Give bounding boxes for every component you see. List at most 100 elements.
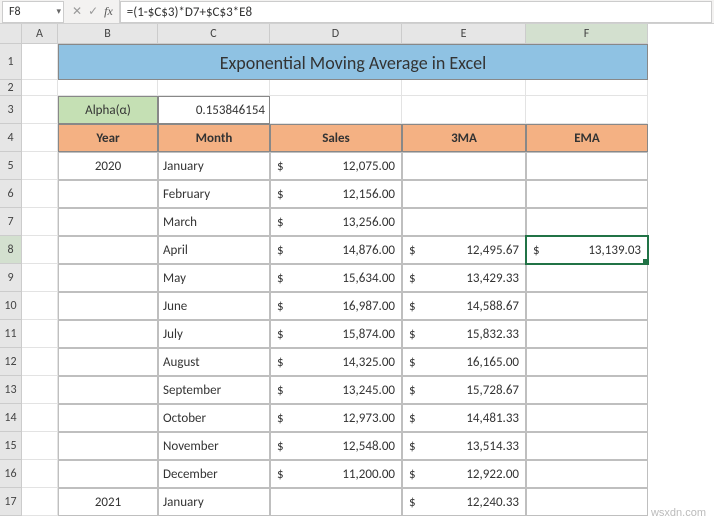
table-cell[interactable]: $13,139.03 [526, 236, 648, 264]
year-cell[interactable] [58, 432, 158, 460]
col-header-F[interactable]: F [526, 24, 648, 44]
col-header-D[interactable]: D [270, 24, 402, 44]
table-cell[interactable] [526, 180, 648, 208]
year-cell[interactable]: 2021 [58, 488, 158, 516]
year-cell[interactable] [58, 320, 158, 348]
table-cell[interactable]: $15,634.00 [270, 264, 402, 292]
row-header-8[interactable]: 8 [0, 236, 22, 264]
row-header-10[interactable]: 10 [0, 292, 22, 320]
table-cell[interactable]: $13,256.00 [270, 208, 402, 236]
table-cell[interactable]: $15,832.33 [402, 320, 526, 348]
year-cell[interactable] [58, 404, 158, 432]
cell-A16[interactable] [22, 460, 58, 488]
table-cell[interactable]: $12,075.00 [270, 152, 402, 180]
table-cell[interactable]: $12,240.33 [402, 488, 526, 516]
row-header-11[interactable]: 11 [0, 320, 22, 348]
table-header-ema[interactable]: EMA [526, 124, 648, 152]
name-box[interactable]: F8 ▾ [2, 1, 64, 23]
table-cell[interactable]: $14,588.67 [402, 292, 526, 320]
table-cell[interactable] [526, 376, 648, 404]
table-cell[interactable]: $12,156.00 [270, 180, 402, 208]
table-cell[interactable] [526, 292, 648, 320]
cell-A13[interactable] [22, 376, 58, 404]
empty-cell[interactable] [526, 96, 648, 124]
row-header-12[interactable]: 12 [0, 348, 22, 376]
row-header-17[interactable]: 17 [0, 488, 22, 516]
alpha-label-cell[interactable]: Alpha(α) [58, 96, 158, 124]
cell-A14[interactable] [22, 404, 58, 432]
table-cell[interactable] [526, 488, 648, 516]
row-header-6[interactable]: 6 [0, 180, 22, 208]
table-cell[interactable]: $13,429.33 [402, 264, 526, 292]
cell-A15[interactable] [22, 432, 58, 460]
table-cell[interactable]: $13,514.33 [402, 432, 526, 460]
month-cell[interactable]: August [158, 348, 270, 376]
year-cell[interactable] [58, 348, 158, 376]
table-cell[interactable] [402, 180, 526, 208]
chevron-down-icon[interactable]: ▾ [56, 6, 61, 17]
table-header-sales[interactable]: Sales [270, 124, 402, 152]
table-cell[interactable]: $16,165.00 [402, 348, 526, 376]
year-cell[interactable] [58, 292, 158, 320]
row-header-14[interactable]: 14 [0, 404, 22, 432]
cell-A6[interactable] [22, 180, 58, 208]
month-cell[interactable]: June [158, 292, 270, 320]
row-header-13[interactable]: 13 [0, 376, 22, 404]
alpha-value-cell[interactable]: 0.153846154 [158, 96, 270, 124]
month-cell[interactable]: January [158, 152, 270, 180]
table-header-month[interactable]: Month [158, 124, 270, 152]
row-header-1[interactable]: 1 [0, 44, 22, 80]
table-cell[interactable] [526, 460, 648, 488]
row-header-9[interactable]: 9 [0, 264, 22, 292]
table-cell[interactable] [526, 320, 648, 348]
row-header-3[interactable]: 3 [0, 96, 22, 124]
row-header-4[interactable]: 4 [0, 124, 22, 152]
cell-A9[interactable] [22, 264, 58, 292]
table-cell[interactable]: $12,922.00 [402, 460, 526, 488]
cell-A4[interactable] [22, 124, 58, 152]
table-cell[interactable]: $12,973.00 [270, 404, 402, 432]
empty-cell[interactable] [158, 80, 270, 96]
year-cell[interactable] [58, 180, 158, 208]
formula-input[interactable]: =(1-$C$3)*D7+$C$3*E8 [120, 1, 712, 23]
row-header-2[interactable]: 2 [0, 80, 22, 96]
cancel-icon[interactable]: ✕ [72, 4, 82, 19]
month-cell[interactable]: September [158, 376, 270, 404]
empty-cell[interactable] [270, 80, 402, 96]
col-header-E[interactable]: E [402, 24, 526, 44]
empty-cell[interactable] [270, 96, 402, 124]
month-cell[interactable]: March [158, 208, 270, 236]
table-cell[interactable] [270, 488, 402, 516]
month-cell[interactable]: April [158, 236, 270, 264]
empty-cell[interactable] [402, 96, 526, 124]
cell-A12[interactable] [22, 348, 58, 376]
cell-A7[interactable] [22, 208, 58, 236]
cell-A8[interactable] [22, 236, 58, 264]
year-cell[interactable] [58, 264, 158, 292]
table-cell[interactable]: $15,874.00 [270, 320, 402, 348]
month-cell[interactable]: December [158, 460, 270, 488]
empty-cell[interactable] [58, 80, 158, 96]
month-cell[interactable]: October [158, 404, 270, 432]
table-cell[interactable]: $15,728.67 [402, 376, 526, 404]
table-header-year[interactable]: Year [58, 124, 158, 152]
select-all-corner[interactable] [0, 24, 22, 44]
empty-cell[interactable] [22, 80, 58, 96]
table-cell[interactable]: $14,876.00 [270, 236, 402, 264]
cell-A10[interactable] [22, 292, 58, 320]
year-cell[interactable] [58, 208, 158, 236]
year-cell[interactable] [58, 460, 158, 488]
year-cell[interactable] [58, 236, 158, 264]
table-cell[interactable]: $12,548.00 [270, 432, 402, 460]
month-cell[interactable]: November [158, 432, 270, 460]
table-cell[interactable]: $11,200.00 [270, 460, 402, 488]
table-cell[interactable]: $12,495.67 [402, 236, 526, 264]
table-cell[interactable] [526, 152, 648, 180]
table-cell[interactable]: $14,481.33 [402, 404, 526, 432]
cell-A3[interactable] [22, 96, 58, 124]
table-cell[interactable] [526, 432, 648, 460]
row-header-16[interactable]: 16 [0, 460, 22, 488]
empty-cell[interactable] [402, 80, 526, 96]
row-header-15[interactable]: 15 [0, 432, 22, 460]
table-cell[interactable]: $13,245.00 [270, 376, 402, 404]
